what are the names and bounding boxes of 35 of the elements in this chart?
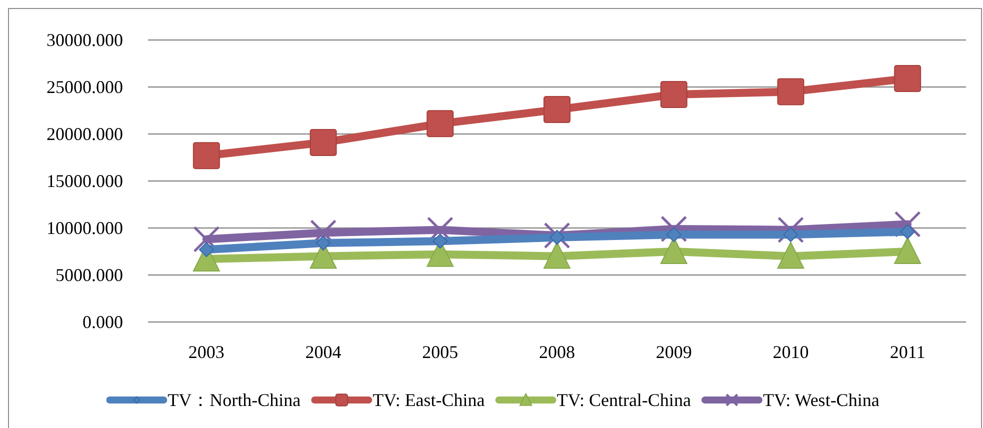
x-tick-label: 2003	[188, 342, 224, 362]
point	[316, 236, 331, 251]
x-tick-label: 2010	[772, 342, 809, 362]
point	[426, 110, 454, 138]
point	[544, 242, 570, 269]
x-tick-label: 2009	[656, 342, 692, 362]
point	[894, 237, 922, 264]
x-tick-label: 2004	[305, 342, 342, 362]
point	[432, 234, 448, 249]
point	[550, 230, 564, 245]
point	[192, 142, 220, 170]
point	[666, 227, 682, 242]
point	[660, 81, 688, 108]
point	[783, 227, 798, 242]
y-tick-label: 0.000	[82, 312, 123, 332]
x-tick-label: 2005	[422, 342, 458, 362]
point	[198, 242, 214, 258]
y-tick-label: 5000.000	[56, 265, 123, 285]
x-tick-label: 2008	[539, 342, 575, 362]
y-tick-label: 10000.000	[46, 218, 123, 238]
legend-label: TV: East-China	[372, 390, 485, 410]
point	[777, 78, 804, 106]
legend-label: TV: Central-China	[556, 390, 691, 410]
point	[894, 65, 922, 92]
y-tick-label: 30000.000	[46, 30, 123, 50]
y-tick-label: 15000.000	[46, 171, 123, 191]
x-tick-label: 2011	[890, 342, 926, 362]
legend-label: TV: West-China	[762, 390, 880, 410]
legend-label: TV：North-China	[168, 390, 301, 410]
point	[544, 96, 570, 124]
point	[777, 242, 804, 269]
y-tick-label: 20000.000	[46, 124, 123, 144]
point	[310, 128, 337, 156]
y-tick-label: 25000.000	[46, 77, 123, 97]
point	[900, 224, 916, 240]
